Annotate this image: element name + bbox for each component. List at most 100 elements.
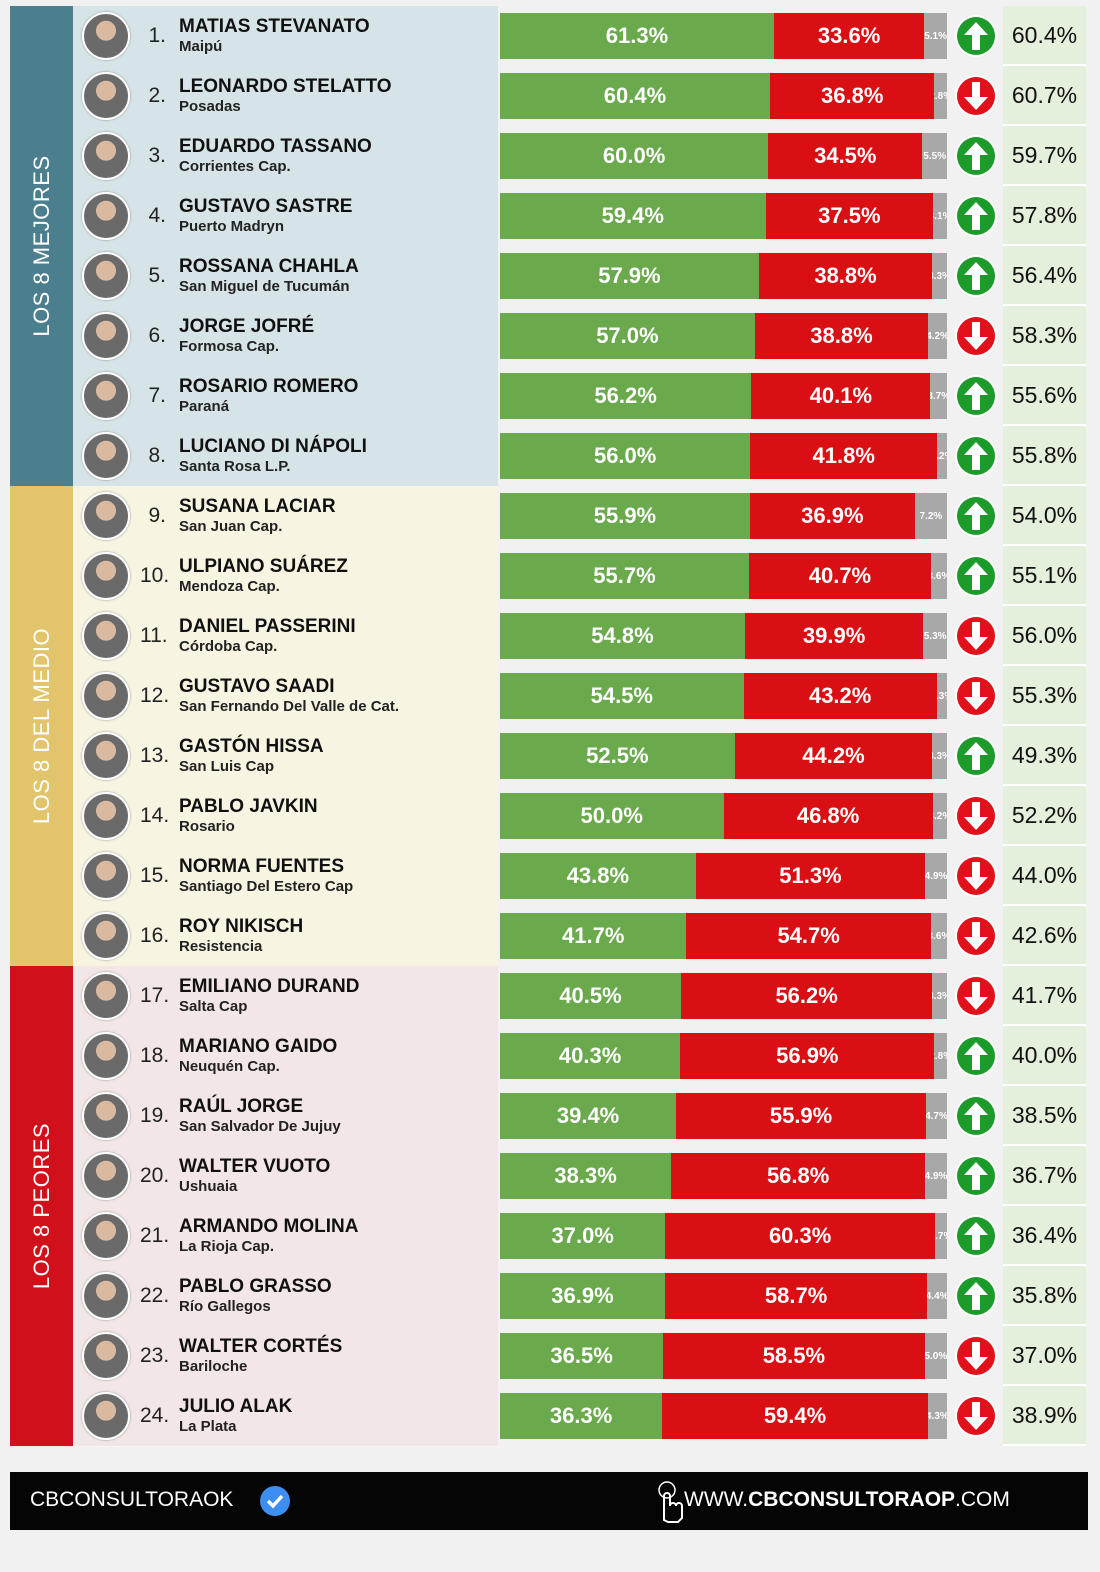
trend-down [955, 975, 997, 1017]
rank: 7. [148, 384, 166, 407]
trend-up [955, 135, 997, 177]
previous-value: 35.8% [1003, 1266, 1086, 1326]
name: GASTÓN HISSA [179, 736, 324, 757]
bar-segment: 40.1% [751, 373, 931, 419]
trend-up [955, 375, 997, 417]
bar-segment: 34.5% [768, 133, 923, 179]
bar-segment: 56.2% [681, 973, 933, 1019]
city: Mendoza Cap. [179, 578, 280, 595]
rank: 12. [140, 684, 170, 707]
group-label: LOS 8 DEL MEDIO [28, 627, 54, 825]
city: San Salvador De Jujuy [179, 1118, 341, 1135]
previous-value: 58.3% [1003, 306, 1086, 366]
rank: 9. [148, 504, 166, 527]
trend-down [955, 75, 997, 117]
rank: 14. [140, 804, 170, 827]
name: JULIO ALAK [179, 1396, 293, 1417]
bar-segment: 3.3% [932, 733, 947, 779]
bar-segment: 51.3% [695, 853, 926, 899]
row-background [73, 1386, 498, 1447]
city: Neuquén Cap. [179, 1058, 280, 1075]
row-background [73, 66, 498, 127]
previous-value: 42.6% [1003, 906, 1086, 966]
name: WALTER VUOTO [179, 1156, 331, 1177]
name: ROY NIKISCH [179, 916, 304, 937]
bar-segment: 60.3% [665, 1213, 935, 1259]
bar-segment: 41.8% [750, 433, 938, 479]
rank: 2. [148, 84, 166, 107]
website-part: CBCONSULTORAOP [748, 1488, 956, 1511]
verified-badge [260, 1486, 290, 1516]
trend-up [955, 555, 997, 597]
bar-segment: 4.4% [927, 1273, 947, 1319]
name: GUSTAVO SAADI [179, 676, 335, 697]
rank: 11. [140, 624, 168, 647]
city: Santa Rosa L.P. [179, 458, 291, 475]
previous-value: 55.6% [1003, 366, 1086, 426]
name: ROSSANA CHAHLA [179, 256, 359, 277]
bar-segment: 5.1% [924, 13, 947, 59]
bar-segment: 2.3% [936, 673, 947, 719]
row-background [73, 1026, 498, 1087]
trend-down [955, 1335, 997, 1377]
row-background [73, 126, 498, 187]
previous-value: 36.4% [1003, 1206, 1086, 1266]
photo [82, 732, 130, 780]
bar-segment: 61.3% [500, 13, 774, 59]
row-background [73, 1206, 498, 1267]
photo [82, 672, 130, 720]
city: Puerto Madryn [179, 218, 285, 235]
rank: 19. [140, 1104, 170, 1127]
row-background [73, 1326, 498, 1387]
city: San Miguel de Tucumán [179, 278, 350, 295]
photo [82, 432, 130, 480]
bar-segment: 52.5% [500, 733, 735, 779]
trend-up [955, 435, 997, 477]
bar-segment: 37.5% [765, 193, 934, 239]
bar-segment: 36.5% [500, 1333, 664, 1379]
city: Corrientes Cap. [179, 158, 291, 175]
bar-segment: 3.7% [930, 373, 947, 419]
row-background [73, 546, 498, 607]
photo [82, 912, 130, 960]
bar-segment: 55.7% [500, 553, 749, 599]
trend-down [955, 855, 997, 897]
bar-segment: 54.7% [686, 913, 931, 959]
bar-segment: 38.8% [758, 253, 933, 299]
previous-value: 59.7% [1003, 126, 1086, 186]
bar-segment: 3.6% [930, 913, 947, 959]
name: DANIEL PASSERINI [179, 616, 356, 637]
photo [82, 1092, 130, 1140]
bar-segment: 56.8% [671, 1153, 926, 1199]
bar-segment: 59.4% [500, 193, 766, 239]
previous-value: 37.0% [1003, 1326, 1086, 1386]
bar-segment: 37.0% [500, 1213, 666, 1259]
bar-segment: 5.5% [922, 133, 947, 179]
photo [82, 1272, 130, 1320]
bar-segment: 5.0% [924, 1333, 947, 1379]
trend-down [955, 915, 997, 957]
rank: 22. [140, 1284, 170, 1307]
trend-up [955, 1275, 997, 1317]
city: Bariloche [179, 1358, 248, 1375]
bar-segment: 2.8% [934, 1033, 947, 1079]
bar-segment: 59.4% [662, 1393, 928, 1439]
name: ULPIANO SUÁREZ [179, 556, 348, 577]
trend-up [955, 15, 997, 57]
city: Salta Cap [179, 998, 248, 1015]
previous-value: 44.0% [1003, 846, 1086, 906]
bar-segment: 2.8% [934, 73, 947, 119]
bar-segment: 60.4% [500, 73, 770, 119]
name: MATIAS STEVANATO [179, 16, 370, 37]
bar-segment: 41.7% [500, 913, 687, 959]
bar-segment: 3.6% [930, 553, 947, 599]
name: PABLO JAVKIN [179, 796, 318, 817]
footer: CBCONSULTORAOK WWW.CBCONSULTORAOP.COM [10, 1472, 1088, 1530]
trend-up [955, 195, 997, 237]
rank: 21. [140, 1224, 170, 1247]
city: Córdoba Cap. [179, 638, 278, 655]
previous-value: 55.8% [1003, 426, 1086, 486]
bar-segment: 36.8% [769, 73, 935, 119]
trend-down [955, 615, 997, 657]
